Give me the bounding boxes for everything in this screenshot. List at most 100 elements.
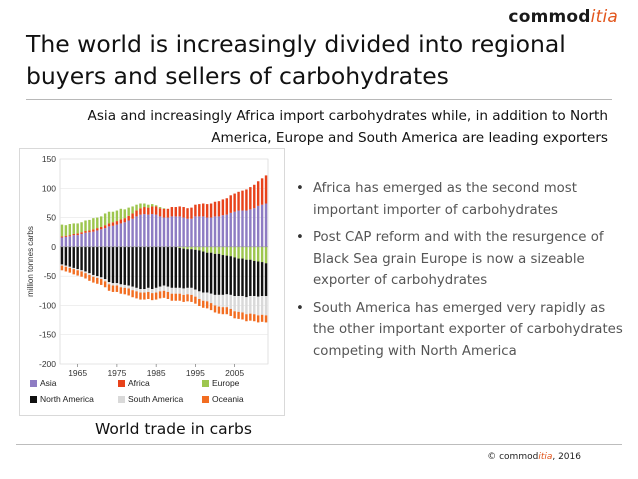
bar-north-america bbox=[68, 246, 72, 267]
bar-europe bbox=[84, 220, 87, 232]
bar-oceania bbox=[80, 271, 83, 277]
bullet-list: • Africa has emerged as the second most i… bbox=[296, 178, 628, 368]
bar-europe bbox=[64, 225, 68, 236]
bar-africa bbox=[237, 191, 240, 211]
bar-africa bbox=[249, 187, 252, 210]
bar-north-america bbox=[76, 246, 79, 270]
bar-africa bbox=[123, 218, 126, 223]
bar-europe bbox=[135, 204, 138, 211]
bar-north-america bbox=[198, 250, 201, 292]
bar-south-america bbox=[143, 289, 146, 293]
bar-oceania bbox=[194, 296, 197, 304]
footer-year: , 2016 bbox=[552, 452, 581, 462]
bar-europe bbox=[158, 207, 162, 209]
bar-europe bbox=[198, 246, 201, 251]
bar-south-america bbox=[241, 296, 244, 313]
bar-north-america bbox=[245, 259, 248, 298]
bar-oceania bbox=[131, 290, 134, 298]
bar-asia bbox=[131, 218, 134, 247]
legend-swatch-north-america bbox=[30, 396, 37, 403]
bar-europe bbox=[103, 213, 107, 226]
bar-asia bbox=[139, 214, 142, 247]
bar-europe bbox=[139, 203, 142, 209]
bar-asia bbox=[72, 235, 75, 247]
bar-europe bbox=[178, 246, 181, 249]
bar-south-america bbox=[170, 287, 174, 294]
bar-europe bbox=[194, 246, 197, 250]
bar-north-america bbox=[205, 252, 209, 293]
x-tick-label: 1995 bbox=[186, 368, 205, 378]
bar-europe bbox=[260, 246, 264, 263]
bar-africa bbox=[103, 225, 107, 229]
bar-europe bbox=[154, 205, 158, 207]
bar-south-america bbox=[221, 294, 225, 308]
bar-europe bbox=[221, 246, 225, 256]
bar-oceania bbox=[170, 293, 174, 301]
bar-africa bbox=[182, 207, 185, 218]
bar-asia bbox=[107, 226, 111, 247]
bar-oceania bbox=[76, 270, 79, 276]
bar-south-america bbox=[147, 287, 150, 292]
bar-north-america bbox=[72, 246, 75, 268]
bar-north-america bbox=[217, 253, 221, 295]
bar-south-america bbox=[96, 276, 99, 278]
x-tick-label: 2005 bbox=[225, 368, 244, 378]
bar-asia bbox=[229, 212, 232, 247]
bar-europe bbox=[241, 246, 244, 259]
bar-asia bbox=[194, 216, 197, 247]
bar-europe bbox=[99, 216, 103, 227]
bar-north-america bbox=[64, 246, 68, 266]
bar-asia bbox=[64, 236, 68, 247]
bar-asia bbox=[241, 210, 244, 247]
bar-north-america bbox=[213, 253, 217, 295]
bar-asia bbox=[264, 203, 268, 247]
bar-europe bbox=[162, 208, 166, 209]
bar-oceania bbox=[88, 274, 91, 281]
bar-oceania bbox=[143, 292, 146, 300]
bar-europe bbox=[111, 211, 115, 223]
bar-north-america bbox=[186, 249, 189, 288]
logo-accent: itia bbox=[590, 7, 618, 27]
bar-asia bbox=[162, 217, 166, 247]
bar-asia bbox=[174, 216, 177, 247]
bar-north-america bbox=[170, 246, 174, 288]
bar-oceania bbox=[225, 307, 229, 315]
bar-europe bbox=[209, 246, 213, 253]
bar-oceania bbox=[111, 285, 115, 292]
bar-africa bbox=[127, 215, 130, 221]
bar-africa bbox=[68, 235, 72, 237]
bar-africa bbox=[256, 181, 260, 206]
bar-oceania bbox=[139, 292, 142, 300]
bar-asia bbox=[253, 208, 256, 247]
bar-south-america bbox=[92, 274, 95, 277]
bar-europe bbox=[225, 246, 229, 256]
bar-north-america bbox=[260, 262, 264, 297]
carbs-trade-chart: 150 100 50 0 -50 -100 -150 -200 million tonnes c… bbox=[19, 148, 285, 416]
bar-europe bbox=[76, 223, 79, 234]
bar-south-america bbox=[198, 291, 201, 299]
bar-south-america bbox=[76, 269, 79, 271]
footer-copyright: © commoditia, 2016 bbox=[487, 452, 581, 462]
bar-south-america bbox=[99, 277, 103, 280]
bar-africa bbox=[166, 208, 170, 218]
bar-africa bbox=[198, 204, 201, 217]
legend-label-asia: Asia bbox=[40, 378, 57, 388]
legend-swatch-africa bbox=[118, 380, 125, 387]
bar-africa bbox=[60, 236, 64, 238]
bar-asia bbox=[233, 211, 236, 247]
bar-europe bbox=[182, 246, 185, 249]
bar-oceania bbox=[237, 311, 240, 319]
bar-europe bbox=[96, 217, 99, 229]
bar-africa bbox=[99, 226, 103, 230]
bar-oceania bbox=[229, 308, 232, 316]
title-divider bbox=[26, 99, 612, 100]
bullet-dot: • bbox=[296, 181, 304, 196]
bar-europe bbox=[123, 209, 126, 219]
bullet-item: • Post CAP reform and with the resurgence… bbox=[296, 227, 628, 292]
bar-africa bbox=[147, 207, 150, 215]
bar-europe bbox=[253, 246, 256, 261]
bar-asia bbox=[147, 214, 150, 247]
y-tick-label: 150 bbox=[42, 154, 56, 164]
bar-north-america bbox=[237, 258, 240, 297]
bar-europe bbox=[119, 208, 123, 220]
